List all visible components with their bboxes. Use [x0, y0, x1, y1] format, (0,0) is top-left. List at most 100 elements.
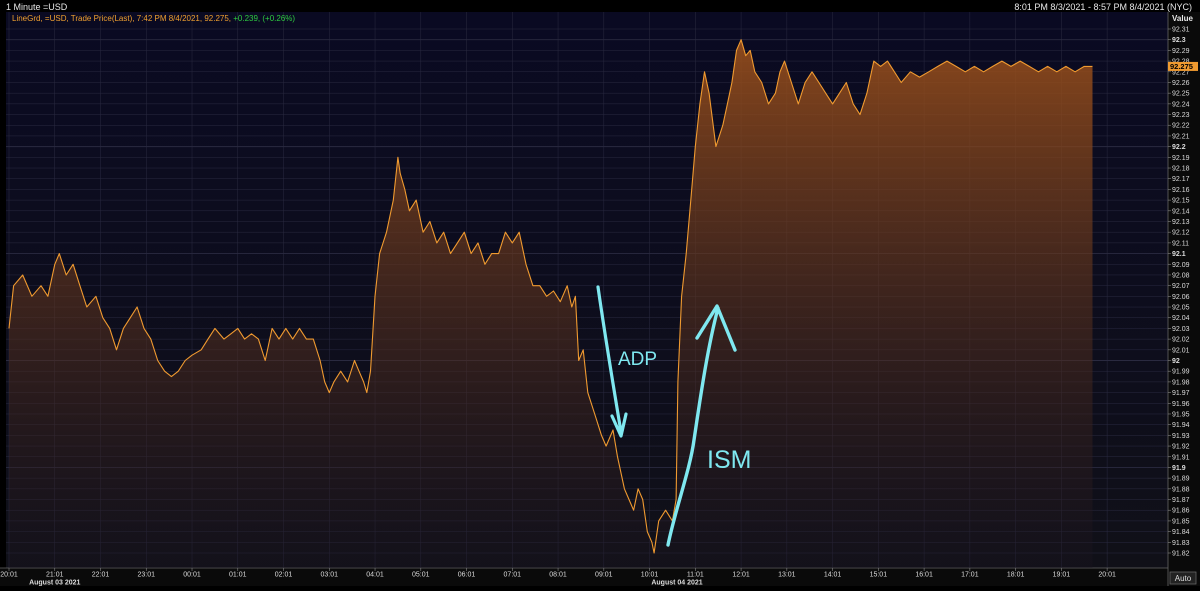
auto-scale-label[interactable]: Auto — [1175, 574, 1192, 583]
y-tick-label: 91.98 — [1172, 379, 1190, 386]
y-tick-label: 91.97 — [1172, 390, 1190, 397]
y-tick-label: 91.85 — [1172, 518, 1190, 525]
x-tick-label: 20:01 — [1098, 572, 1116, 579]
x-tick-label: 14:01 — [824, 572, 842, 579]
y-tick-label: 92.08 — [1172, 272, 1190, 279]
y-tick-label: 92.27 — [1172, 69, 1190, 76]
x-tick-label: 19:01 — [1053, 572, 1071, 579]
y-tick-label: 91.99 — [1172, 369, 1190, 376]
y-tick-label: 91.95 — [1172, 411, 1190, 418]
x-tick-label: 05:01 — [412, 572, 430, 579]
y-axis-ticks: 92.3192.392.2992.2892.2792.2692.2592.249… — [1168, 27, 1190, 558]
y-tick-label: 91.89 — [1172, 476, 1190, 483]
y-tick-label: 91.86 — [1172, 508, 1190, 515]
y-tick-label: 92.25 — [1172, 91, 1190, 98]
y-tick-label: 92.23 — [1172, 112, 1190, 119]
x-tick-label: 10:01 — [641, 572, 659, 579]
x-tick-label: 17:01 — [961, 572, 979, 579]
auto-scale-button[interactable]: Auto — [1169, 571, 1197, 585]
x-tick-label: 08:01 — [549, 572, 567, 579]
date-range: 8:01 PM 8/3/2021 - 8:57 PM 8/4/2021 (NYC… — [1014, 2, 1192, 12]
ism-arrow-icon — [666, 304, 737, 547]
y-tick-label: 91.84 — [1172, 529, 1190, 536]
x-tick-label: 09:01 — [595, 572, 613, 579]
y-tick-label: 92.03 — [1172, 326, 1190, 333]
legend-change: +0.239, (+0.26%) — [233, 14, 296, 23]
x-tick-label: 16:01 — [915, 572, 933, 579]
y-tick-label: 91.87 — [1172, 497, 1190, 504]
y-tick-label: 92.2 — [1172, 144, 1186, 151]
x-tick-label: 03:01 — [321, 572, 339, 579]
price-line — [8, 39, 1093, 554]
y-tick-label: 92.16 — [1172, 187, 1190, 194]
x-axis-panel — [0, 568, 1168, 586]
x-date-label: August 03 2021 — [29, 580, 80, 587]
y-tick-label: 92.21 — [1172, 133, 1190, 140]
y-tick-label: 92.13 — [1172, 219, 1190, 226]
y-tick-label: 91.94 — [1172, 422, 1190, 429]
legend-text: LineGrd, =USD, Trade Price(Last), 7:42 P… — [12, 14, 234, 23]
x-tick-label: 23:01 — [137, 572, 155, 579]
x-tick-label: 18:01 — [1007, 572, 1025, 579]
x-tick-label: 11:01 — [687, 572, 704, 579]
x-tick-label: 22:01 — [92, 572, 110, 579]
x-axis-ticks: 20:01 21:01 22:01 23:01 00:01 01:01 02:01 03:01… — [0, 568, 1116, 579]
y-tick-label: 92.18 — [1172, 166, 1190, 173]
x-tick-label: 20:01 — [0, 572, 18, 579]
y-tick-label: 92.12 — [1172, 230, 1190, 237]
series-legend: LineGrd, =USD, Trade Price(Last), 7:42 P… — [12, 14, 295, 23]
y-tick-label: 92 — [1172, 358, 1180, 365]
y-tick-label: 92.19 — [1172, 155, 1190, 162]
y-tick-label: 92.14 — [1172, 208, 1190, 215]
y-tick-label: 92.02 — [1172, 337, 1190, 344]
x-tick-label: 15:01 — [870, 572, 888, 579]
x-tick-label: 01:01 — [229, 572, 247, 579]
y-tick-label: 92.17 — [1172, 176, 1190, 183]
y-axis-panel — [1168, 12, 1200, 586]
y-tick-label: 92.04 — [1172, 315, 1190, 322]
y-tick-label: 91.91 — [1172, 454, 1190, 461]
x-tick-label: 06:01 — [458, 572, 476, 579]
y-tick-label: 92.11 — [1172, 240, 1189, 247]
y-tick-label: 91.93 — [1172, 433, 1190, 440]
y-tick-label: 92.26 — [1172, 80, 1190, 87]
y-tick-label: 92.05 — [1172, 305, 1190, 312]
adp-label: ADP — [618, 349, 657, 370]
x-tick-label: 00:01 — [183, 572, 201, 579]
y-tick-label: 91.83 — [1172, 540, 1190, 547]
y-tick-label: 92.15 — [1172, 198, 1190, 205]
y-tick-label: 92.24 — [1172, 101, 1190, 108]
chart-title: 1 Minute =USD — [6, 2, 68, 12]
x-tick-label: 04:01 — [366, 572, 384, 579]
adp-annotation: ADP — [596, 285, 657, 438]
y-tick-label: 91.9 — [1172, 465, 1186, 472]
y-tick-label: 91.96 — [1172, 401, 1190, 408]
y-tick-label: 91.82 — [1172, 551, 1190, 558]
y-tick-label: 91.92 — [1172, 444, 1190, 451]
adp-arrow-icon — [596, 285, 628, 438]
price-area-fill — [9, 39, 1093, 568]
y-tick-label: 92.31 — [1172, 27, 1190, 34]
last-value-marker: 92.275 — [1168, 61, 1198, 71]
y-tick-label: 92.09 — [1172, 262, 1190, 269]
y-tick-label: 92.22 — [1172, 123, 1190, 130]
x-tick-label: 07:01 — [504, 572, 522, 579]
y-tick-label: 91.88 — [1172, 486, 1190, 493]
x-tick-label: 13:01 — [778, 572, 796, 579]
last-value-label: 92.275 — [1170, 62, 1193, 71]
x-tick-label: 21:01 — [46, 572, 64, 579]
y-tick-label: 92.29 — [1172, 48, 1190, 55]
x-tick-label: 12:01 — [732, 572, 750, 579]
x-axis-dates: August 03 2021 August 04 2021 — [29, 580, 703, 587]
last-value-box — [1168, 61, 1198, 71]
ism-annotation: ISM — [666, 304, 751, 547]
y-axis-title: Value — [1172, 14, 1193, 23]
ism-label: ISM — [707, 446, 751, 474]
y-tick-label: 92.3 — [1172, 37, 1186, 44]
x-date-label: August 04 2021 — [651, 580, 702, 587]
y-tick-label: 92.07 — [1172, 283, 1190, 290]
y-tick-label: 92.1 — [1172, 251, 1186, 258]
y-tick-label: 92.06 — [1172, 294, 1190, 301]
